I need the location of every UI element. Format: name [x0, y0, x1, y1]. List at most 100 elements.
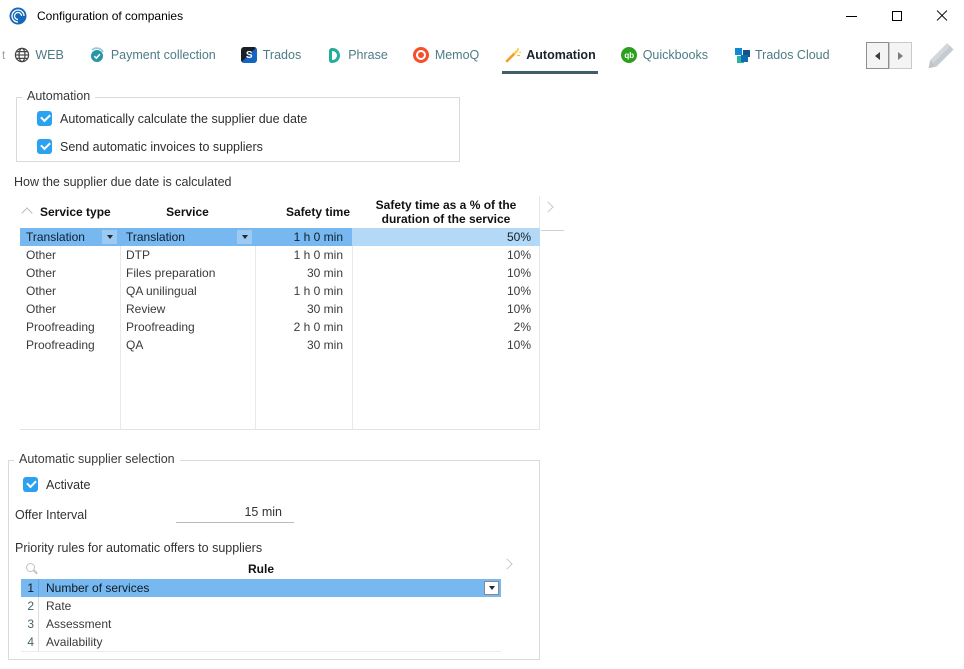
- column-header-safety-pct[interactable]: Safety time as a % of the duration of th…: [375, 198, 517, 226]
- supplier-selection-groupbox: Automatic supplier selection Activate Of…: [8, 452, 540, 660]
- cell-service[interactable]: DTP: [126, 248, 150, 262]
- rule-label[interactable]: Rate: [46, 599, 72, 613]
- tab-web[interactable]: WEB: [11, 41, 65, 74]
- tab-quickbooks[interactable]: qb Quickbooks: [619, 41, 710, 74]
- search-icon[interactable]: [26, 563, 35, 572]
- payment-collection-icon: [89, 46, 106, 64]
- tab-automation[interactable]: Automation: [502, 41, 598, 74]
- cell-service-type[interactable]: Translation: [20, 228, 120, 246]
- maximize-button[interactable]: [874, 0, 919, 32]
- service-type-dropdown-button[interactable]: [102, 230, 117, 244]
- cell-service[interactable]: Translation: [120, 228, 255, 246]
- minimize-icon: [846, 15, 857, 17]
- globe-icon: [13, 47, 30, 64]
- cell-safety-time[interactable]: 1 h 0 min: [293, 248, 343, 262]
- table-row[interactable]: Translation Translation 1 h 0 min 50%: [20, 228, 540, 246]
- due-date-table-body: Translation Translation 1 h 0 min 50% Ot…: [20, 228, 540, 430]
- cell-safety-pct[interactable]: 10%: [506, 248, 531, 262]
- cell-service[interactable]: Proofreading: [126, 320, 195, 334]
- cell-service-type[interactable]: Other: [26, 266, 57, 280]
- rule-label[interactable]: Number of services: [39, 579, 501, 597]
- tab-payment-collection[interactable]: Payment collection: [87, 41, 218, 74]
- service-dropdown-button[interactable]: [237, 230, 252, 244]
- arrow-right-icon: [898, 51, 903, 60]
- activate-checkbox[interactable]: [23, 477, 38, 492]
- cell-service[interactable]: Files preparation: [126, 266, 216, 280]
- rule-index: 1: [21, 579, 39, 597]
- offer-interval-field[interactable]: 15 min: [176, 503, 294, 523]
- list-item[interactable]: 3 Assessment: [21, 615, 501, 633]
- cell-service-type[interactable]: Proofreading: [26, 338, 95, 352]
- edit-pencil-icon[interactable]: [920, 38, 956, 78]
- rule-label[interactable]: Assessment: [46, 617, 112, 631]
- rule-index: 2: [21, 597, 39, 615]
- cell-safety-time[interactable]: 30 min: [306, 266, 343, 280]
- table-row[interactable]: Proofreading Proofreading 2 h 0 min 2%: [20, 318, 539, 336]
- cell-safety-time[interactable]: 1 h 0 min: [293, 284, 343, 298]
- column-header-rule: Rule: [247, 562, 274, 576]
- chevron-down-icon: [488, 586, 495, 590]
- column-separator: [120, 228, 121, 430]
- cell-safety-pct[interactable]: 10%: [506, 302, 531, 316]
- column-header-service-type[interactable]: Service type: [40, 205, 111, 219]
- auto-due-date-checkbox[interactable]: [37, 111, 52, 126]
- cell-service-type[interactable]: Proofreading: [26, 320, 95, 334]
- priority-rules-label: Priority rules for automatic offers to s…: [15, 541, 263, 555]
- list-item[interactable]: 1 Number of services: [21, 579, 501, 597]
- table-scroll-right-icon[interactable]: [542, 201, 554, 213]
- tab-scroll-right-button[interactable]: [889, 42, 912, 69]
- cell-safety-pct[interactable]: 2%: [513, 320, 531, 334]
- offer-interval-label: Offer Interval: [15, 508, 88, 522]
- priority-rules-table: Rule 1 Number of services 2 Rate 3 Asses…: [21, 559, 501, 652]
- cell-safety-time[interactable]: 30 min: [306, 302, 343, 316]
- cell-service[interactable]: QA: [126, 338, 144, 352]
- cell-service-type[interactable]: Other: [26, 302, 57, 316]
- cell-service-type[interactable]: Other: [26, 248, 57, 262]
- tab-scroll-left-button[interactable]: [866, 42, 889, 69]
- table-row[interactable]: Other Review 30 min 10%: [20, 300, 539, 318]
- tab-memoq[interactable]: MemoQ: [411, 41, 481, 74]
- minimize-button[interactable]: [829, 0, 874, 32]
- tab-trados[interactable]: S Trados: [239, 41, 303, 74]
- cell-safety-pct[interactable]: 50%: [352, 228, 540, 246]
- chevron-down-icon: [106, 235, 113, 239]
- tab-phrase[interactable]: Phrase: [324, 41, 390, 74]
- tab-overflow-fragment: t: [2, 48, 6, 62]
- rule-dropdown-button[interactable]: [484, 581, 499, 595]
- memoq-icon: [413, 47, 430, 64]
- auto-invoices-checkbox[interactable]: [37, 139, 52, 154]
- list-item[interactable]: 4 Availability: [21, 633, 501, 651]
- checkbox-label: Send automatic invoices to suppliers: [60, 139, 263, 154]
- tab-trados-cloud[interactable]: Trados Cloud: [731, 41, 832, 74]
- rule-label[interactable]: Availability: [46, 635, 103, 649]
- cell-safety-pct[interactable]: 10%: [506, 338, 531, 352]
- tab-label: Trados Cloud: [755, 48, 830, 62]
- cell-safety-time[interactable]: 1 h 0 min: [255, 228, 352, 246]
- trados-icon: S: [241, 47, 258, 64]
- column-header-service[interactable]: Service: [166, 205, 209, 219]
- table-row[interactable]: Proofreading QA 30 min 10%: [20, 336, 539, 354]
- cell-safety-time[interactable]: 2 h 0 min: [293, 320, 343, 334]
- cell-service[interactable]: Review: [126, 302, 166, 316]
- automation-groupbox: Automation Automatically calculate the s…: [16, 89, 460, 162]
- table-scrollbar[interactable]: [541, 230, 564, 231]
- list-item[interactable]: 2 Rate: [21, 597, 501, 615]
- table-row[interactable]: Other DTP 1 h 0 min 10%: [20, 246, 539, 264]
- tab-scroll-buttons: [866, 42, 912, 69]
- cell-safety-pct[interactable]: 10%: [506, 284, 531, 298]
- app-logo-icon: [9, 7, 27, 25]
- window-title: Configuration of companies: [37, 9, 184, 23]
- table-row[interactable]: Other QA unilingual 1 h 0 min 10%: [20, 282, 539, 300]
- cell-safety-pct[interactable]: 10%: [506, 266, 531, 280]
- column-header-safety-time[interactable]: Safety time: [285, 205, 350, 219]
- column-separator: [352, 228, 353, 430]
- cell-service-type[interactable]: Other: [26, 284, 57, 298]
- cell-service[interactable]: QA unilingual: [126, 284, 197, 298]
- cell-safety-time[interactable]: 30 min: [306, 338, 343, 352]
- tab-label: Phrase: [348, 48, 388, 62]
- table-row[interactable]: Other Files preparation 30 min 10%: [20, 264, 539, 282]
- column-separator: [255, 228, 256, 430]
- arrow-left-icon: [875, 51, 880, 60]
- rules-table-header[interactable]: Rule: [21, 559, 501, 579]
- close-button[interactable]: [919, 0, 964, 32]
